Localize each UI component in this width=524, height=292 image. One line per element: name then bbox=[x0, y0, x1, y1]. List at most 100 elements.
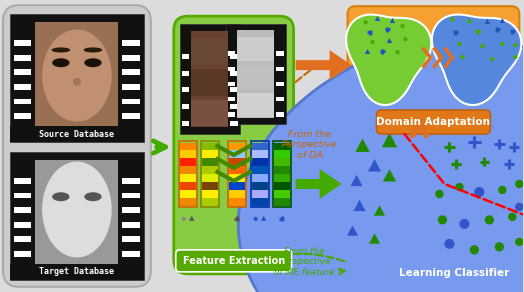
Bar bbox=[123, 193, 140, 199]
Bar bbox=[272, 141, 291, 207]
FancyBboxPatch shape bbox=[174, 16, 293, 274]
Bar bbox=[274, 159, 290, 166]
Circle shape bbox=[444, 239, 454, 249]
Bar bbox=[237, 93, 274, 117]
Bar bbox=[123, 251, 140, 257]
Ellipse shape bbox=[73, 78, 81, 86]
Bar bbox=[202, 199, 217, 206]
Bar bbox=[14, 40, 31, 46]
Circle shape bbox=[182, 217, 186, 221]
Polygon shape bbox=[296, 169, 342, 199]
Polygon shape bbox=[347, 225, 358, 236]
Circle shape bbox=[455, 183, 464, 191]
Text: Learning Classifier: Learning Classifier bbox=[399, 268, 509, 278]
Bar bbox=[201, 141, 219, 207]
Ellipse shape bbox=[84, 47, 102, 53]
Bar bbox=[252, 174, 268, 182]
Circle shape bbox=[370, 40, 375, 44]
Polygon shape bbox=[351, 175, 363, 186]
FancyBboxPatch shape bbox=[347, 6, 519, 109]
Bar bbox=[237, 30, 274, 118]
Bar bbox=[10, 14, 144, 142]
Circle shape bbox=[403, 37, 408, 41]
Bar bbox=[276, 67, 284, 71]
Bar bbox=[180, 199, 196, 206]
Bar bbox=[252, 159, 268, 166]
Bar bbox=[123, 207, 140, 213]
Bar bbox=[14, 69, 31, 75]
Bar bbox=[191, 39, 228, 65]
Bar bbox=[14, 113, 31, 119]
Text: Target Database: Target Database bbox=[39, 267, 114, 276]
Bar bbox=[276, 51, 284, 56]
Polygon shape bbox=[499, 18, 505, 23]
Bar bbox=[180, 159, 196, 166]
Circle shape bbox=[396, 50, 400, 54]
Bar bbox=[228, 150, 245, 158]
Circle shape bbox=[513, 43, 517, 47]
Circle shape bbox=[400, 24, 405, 28]
Polygon shape bbox=[354, 200, 366, 211]
Bar bbox=[180, 190, 196, 198]
Bar bbox=[123, 98, 140, 104]
Bar bbox=[202, 182, 217, 190]
Bar bbox=[228, 166, 245, 174]
Circle shape bbox=[474, 187, 484, 197]
Bar bbox=[252, 166, 268, 174]
Bar bbox=[227, 51, 235, 56]
Polygon shape bbox=[432, 15, 521, 105]
Ellipse shape bbox=[52, 192, 70, 201]
Ellipse shape bbox=[42, 29, 112, 121]
Bar bbox=[180, 182, 196, 190]
Bar bbox=[191, 31, 228, 127]
Polygon shape bbox=[374, 206, 385, 216]
Text: Domain Adaptation: Domain Adaptation bbox=[376, 117, 490, 127]
Bar bbox=[14, 128, 31, 133]
Bar bbox=[252, 150, 268, 158]
Polygon shape bbox=[375, 16, 380, 21]
Bar bbox=[179, 141, 196, 207]
Ellipse shape bbox=[84, 192, 102, 201]
Bar bbox=[181, 104, 189, 109]
Polygon shape bbox=[189, 216, 194, 221]
Bar bbox=[123, 265, 140, 271]
Polygon shape bbox=[390, 18, 395, 23]
Bar bbox=[230, 54, 238, 59]
Bar bbox=[274, 190, 290, 198]
Bar bbox=[202, 190, 217, 198]
Bar bbox=[10, 126, 144, 142]
Bar bbox=[228, 174, 245, 182]
Ellipse shape bbox=[52, 58, 70, 67]
Bar bbox=[14, 193, 31, 199]
Circle shape bbox=[490, 57, 495, 61]
Bar bbox=[252, 182, 268, 190]
Bar bbox=[202, 166, 217, 174]
Text: Source Database: Source Database bbox=[39, 130, 114, 138]
Bar bbox=[227, 112, 235, 117]
Bar bbox=[227, 82, 235, 86]
Circle shape bbox=[498, 186, 507, 194]
Polygon shape bbox=[450, 16, 455, 21]
Bar bbox=[274, 174, 290, 182]
Bar bbox=[14, 207, 31, 213]
Bar bbox=[180, 24, 239, 134]
Bar bbox=[252, 199, 268, 206]
Text: Feature Extraction: Feature Extraction bbox=[182, 256, 285, 266]
Ellipse shape bbox=[51, 47, 70, 53]
Bar bbox=[202, 159, 217, 166]
Bar bbox=[228, 159, 245, 166]
Bar bbox=[250, 141, 269, 207]
Bar bbox=[123, 84, 140, 90]
Circle shape bbox=[508, 213, 517, 221]
Bar bbox=[274, 166, 290, 174]
Bar bbox=[180, 174, 196, 182]
Ellipse shape bbox=[42, 161, 112, 258]
Bar bbox=[14, 265, 31, 271]
Circle shape bbox=[364, 20, 368, 24]
Circle shape bbox=[515, 180, 523, 188]
Bar bbox=[123, 178, 140, 184]
Bar bbox=[276, 82, 284, 86]
Bar bbox=[274, 182, 290, 190]
Bar bbox=[202, 150, 217, 158]
Circle shape bbox=[457, 42, 462, 46]
